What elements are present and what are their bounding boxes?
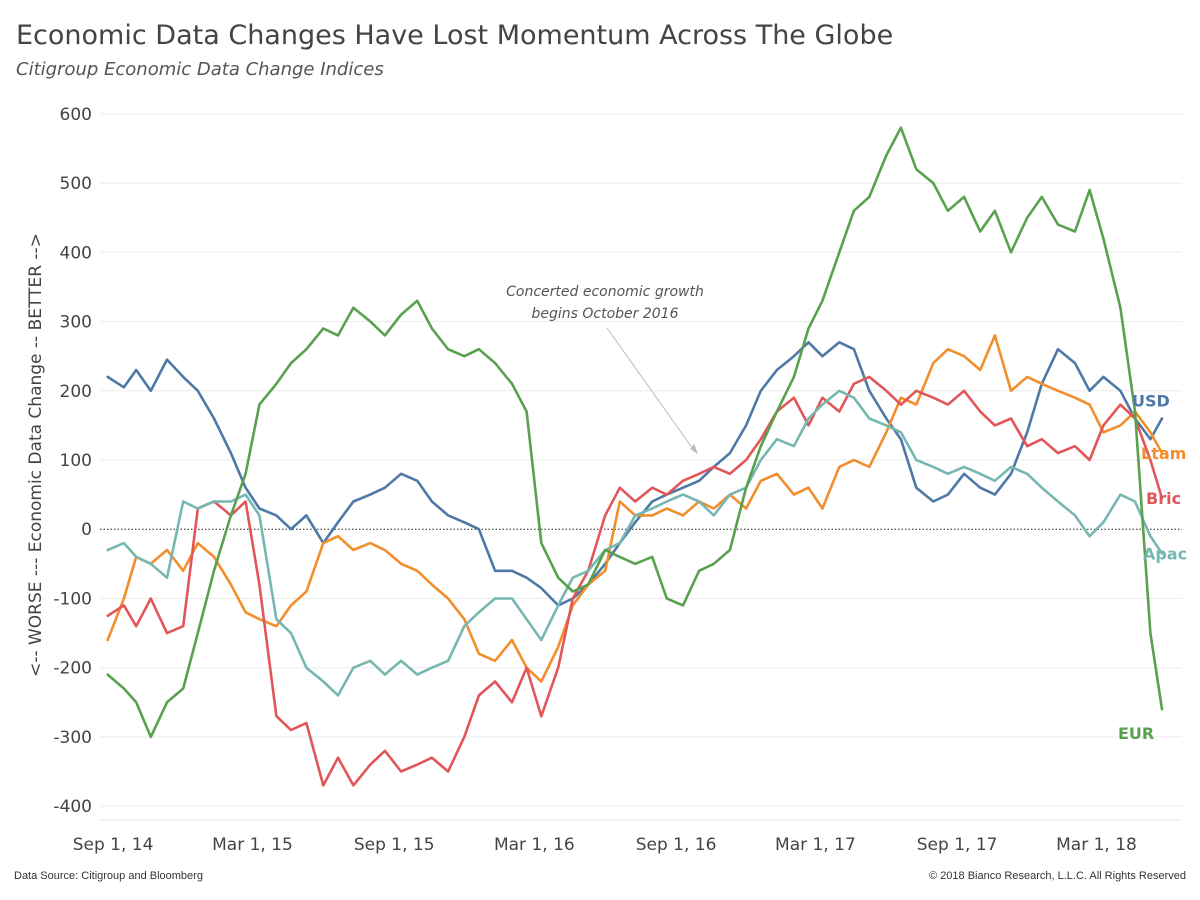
series-line-apac — [106, 389, 1164, 697]
series-label-eur: EUR — [1118, 724, 1154, 743]
y-axis: 600 500 400 300 200 100 0 -100 -200 -300 -400 — [53, 105, 92, 817]
y-tick-label: 600 — [60, 105, 92, 125]
x-tick-label: Mar 1, 15 — [212, 835, 293, 855]
y-tick-label: 100 — [60, 451, 92, 471]
x-tick-label: Sep 1, 16 — [636, 835, 717, 855]
y-axis-label: <-- WORSE --- Economic Data Change -- BE… — [26, 233, 46, 677]
annotation-arrow — [606, 327, 696, 453]
x-axis: Sep 1, 14 Mar 1, 15 Sep 1, 15 Mar 1, 16 Sep … — [73, 819, 1182, 855]
y-tick-label: -400 — [53, 797, 92, 817]
x-tick-label: Mar 1, 17 — [775, 835, 856, 855]
gridlines — [100, 113, 1182, 807]
series-line-bric — [106, 375, 1164, 787]
chart-title: Economic Data Changes Have Lost Momentum… — [16, 20, 894, 51]
series-label-usd: USD — [1132, 391, 1170, 410]
y-tick-label: 200 — [60, 382, 92, 402]
series-label-bric: Bric — [1146, 489, 1181, 508]
y-tick-label: 300 — [60, 313, 92, 333]
data-source-note: Data Source: Citigroup and Bloomberg — [14, 870, 203, 882]
annotation-arrowhead — [690, 444, 699, 454]
series-labels: USD Ltam Bric Apac EUR — [1118, 391, 1187, 743]
series-label-apac: Apac — [1143, 544, 1187, 563]
x-tick-label: Sep 1, 15 — [354, 835, 435, 855]
y-tick-label: 0 — [81, 520, 92, 540]
copyright-note: © 2018 Bianco Research, L.L.C. All Right… — [929, 870, 1186, 882]
y-tick-label: -200 — [53, 659, 92, 679]
y-tick-label: -100 — [53, 589, 92, 609]
chart-subtitle: Citigroup Economic Data Change Indices — [16, 59, 384, 80]
y-tick-label: 500 — [60, 174, 92, 194]
x-tick-label: Mar 1, 16 — [494, 835, 575, 855]
x-tick-label: Mar 1, 18 — [1056, 835, 1137, 855]
x-tick-label: Sep 1, 17 — [917, 835, 998, 855]
annotation-text: Concerted economic growth — [506, 284, 704, 300]
y-tick-label: 400 — [60, 243, 92, 263]
annotation-text: begins October 2016 — [532, 306, 679, 322]
series-label-ltam: Ltam — [1141, 444, 1186, 463]
x-tick-label: Sep 1, 14 — [73, 835, 154, 855]
annotation: Concerted economic growth begins October … — [506, 284, 704, 454]
series-line-usd — [106, 341, 1164, 607]
y-tick-label: -300 — [53, 728, 92, 748]
series-lines — [106, 126, 1164, 787]
series-line-eur — [106, 126, 1164, 739]
